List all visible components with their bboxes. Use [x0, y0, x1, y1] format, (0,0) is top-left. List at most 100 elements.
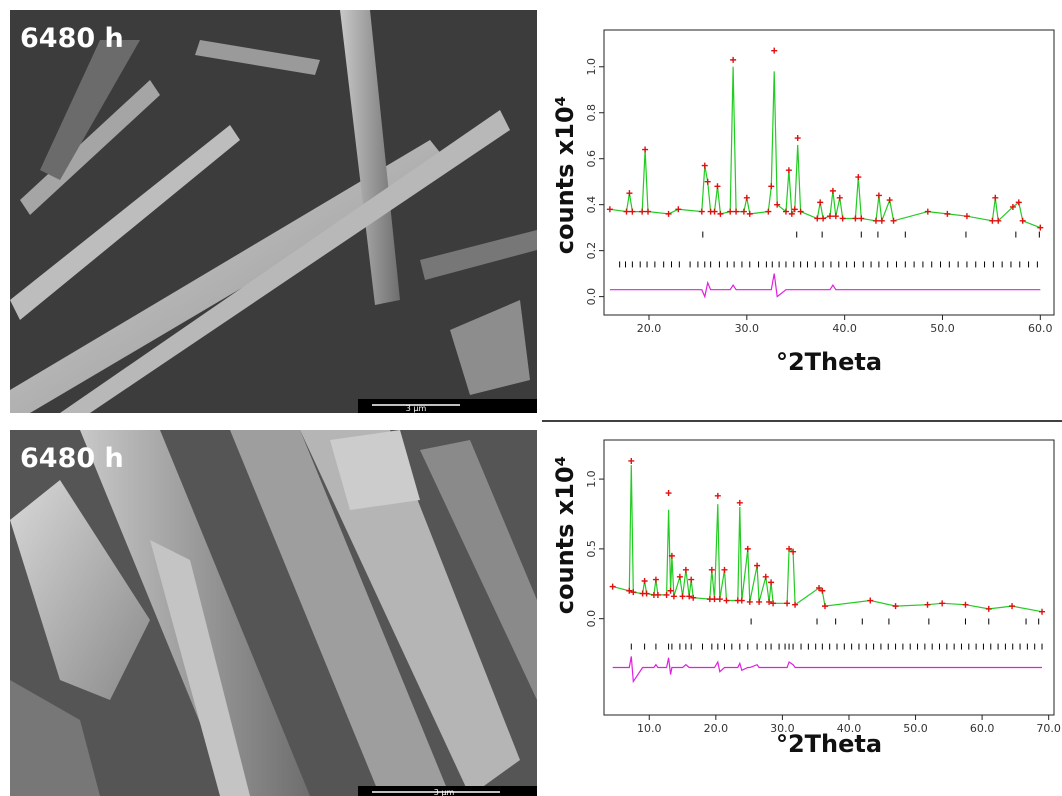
observed-point	[816, 584, 823, 591]
observed-point	[743, 194, 750, 201]
observed-point	[730, 56, 737, 63]
observed-point	[704, 178, 711, 185]
observed-point	[826, 213, 833, 220]
observed-point	[754, 562, 761, 569]
curve	[609, 66, 1041, 229]
observed-point	[641, 577, 648, 584]
observed-point	[774, 201, 781, 208]
observed-point	[1009, 603, 1016, 610]
observed-point	[714, 492, 721, 499]
observed-point	[626, 190, 633, 197]
observed-point	[814, 215, 821, 222]
observed-point	[623, 208, 630, 215]
observed-point	[790, 548, 797, 555]
observed-point	[892, 603, 899, 610]
plot-frame	[603, 29, 1055, 316]
observed-point	[668, 552, 675, 559]
observed-point	[629, 208, 636, 215]
observed-point	[832, 213, 839, 220]
observed-point	[675, 206, 682, 213]
observed-point	[858, 215, 865, 222]
observed-point	[663, 591, 670, 598]
observed-point	[682, 566, 689, 573]
curve	[612, 656, 1042, 684]
observed-point	[1037, 224, 1044, 231]
observed-point	[679, 593, 686, 600]
observed-point	[762, 573, 769, 580]
scale-bar-label: 3 µm	[406, 404, 427, 413]
observed-point	[738, 597, 745, 604]
observed-point	[698, 208, 705, 215]
x-axis-label: °2Theta	[776, 348, 882, 376]
observed-point	[1039, 608, 1046, 615]
observed-point	[829, 187, 836, 194]
y-tick-label: 0.0	[585, 288, 598, 306]
observed-point	[944, 210, 951, 217]
image-label: 6480 h	[20, 23, 124, 54]
observed-point	[628, 457, 635, 464]
observed-point	[756, 598, 763, 605]
observed-point	[782, 208, 789, 215]
observed-point	[785, 167, 792, 174]
y-tick-label: 0.8	[585, 104, 598, 122]
observed-point	[1009, 203, 1016, 210]
observed-point	[819, 587, 826, 594]
observed-point	[688, 576, 695, 583]
observed-point	[667, 587, 674, 594]
observed-point	[867, 597, 874, 604]
x-tick-label: 60.0	[970, 722, 995, 735]
observed-point	[839, 215, 846, 222]
observed-point	[820, 215, 827, 222]
observed-point	[645, 208, 652, 215]
observed-point	[626, 587, 633, 594]
observed-point	[791, 206, 798, 213]
observed-point	[690, 594, 697, 601]
x-tick-label: 20.0	[637, 322, 662, 335]
y-axis-label: counts x10⁴	[551, 96, 579, 254]
observed-point	[606, 206, 613, 213]
observed-point	[924, 601, 931, 608]
x-tick-label: 50.0	[903, 722, 928, 735]
observed-point	[721, 566, 728, 573]
observed-point	[708, 566, 715, 573]
observed-point	[822, 603, 829, 610]
observed-point	[746, 598, 753, 605]
y-axis-label: counts x10⁴	[551, 456, 579, 614]
scale-bar-label: 3 µm	[434, 788, 455, 796]
observed-point	[962, 601, 969, 608]
observed-point	[652, 576, 659, 583]
sem-image	[10, 10, 537, 413]
observed-point	[963, 213, 970, 220]
observed-point	[794, 135, 801, 142]
y-tick-label: 1.0	[585, 58, 598, 76]
observed-point	[924, 208, 931, 215]
observed-point	[740, 208, 747, 215]
observed-point	[875, 192, 882, 199]
observed-point	[817, 199, 824, 206]
observed-point	[1019, 217, 1026, 224]
observed-point	[723, 597, 730, 604]
observed-point	[765, 208, 772, 215]
observed-point	[670, 593, 677, 600]
observed-point	[727, 208, 734, 215]
observed-point	[665, 490, 672, 497]
observed-point	[852, 215, 859, 222]
y-tick-label: 0.6	[585, 150, 598, 168]
observed-point	[733, 208, 740, 215]
observed-point	[855, 174, 862, 181]
observed-point	[985, 605, 992, 612]
observed-point	[836, 194, 843, 201]
observed-point	[784, 600, 791, 607]
observed-point	[744, 545, 751, 552]
curve	[612, 465, 1043, 613]
observed-point	[766, 598, 773, 605]
observed-point	[643, 590, 650, 597]
observed-point	[878, 217, 885, 224]
observed-point	[746, 210, 753, 217]
observed-point	[890, 217, 897, 224]
observed-point	[768, 579, 775, 586]
x-tick-label: 10.0	[637, 722, 662, 735]
observed-point	[797, 208, 804, 215]
observed-point	[768, 183, 775, 190]
